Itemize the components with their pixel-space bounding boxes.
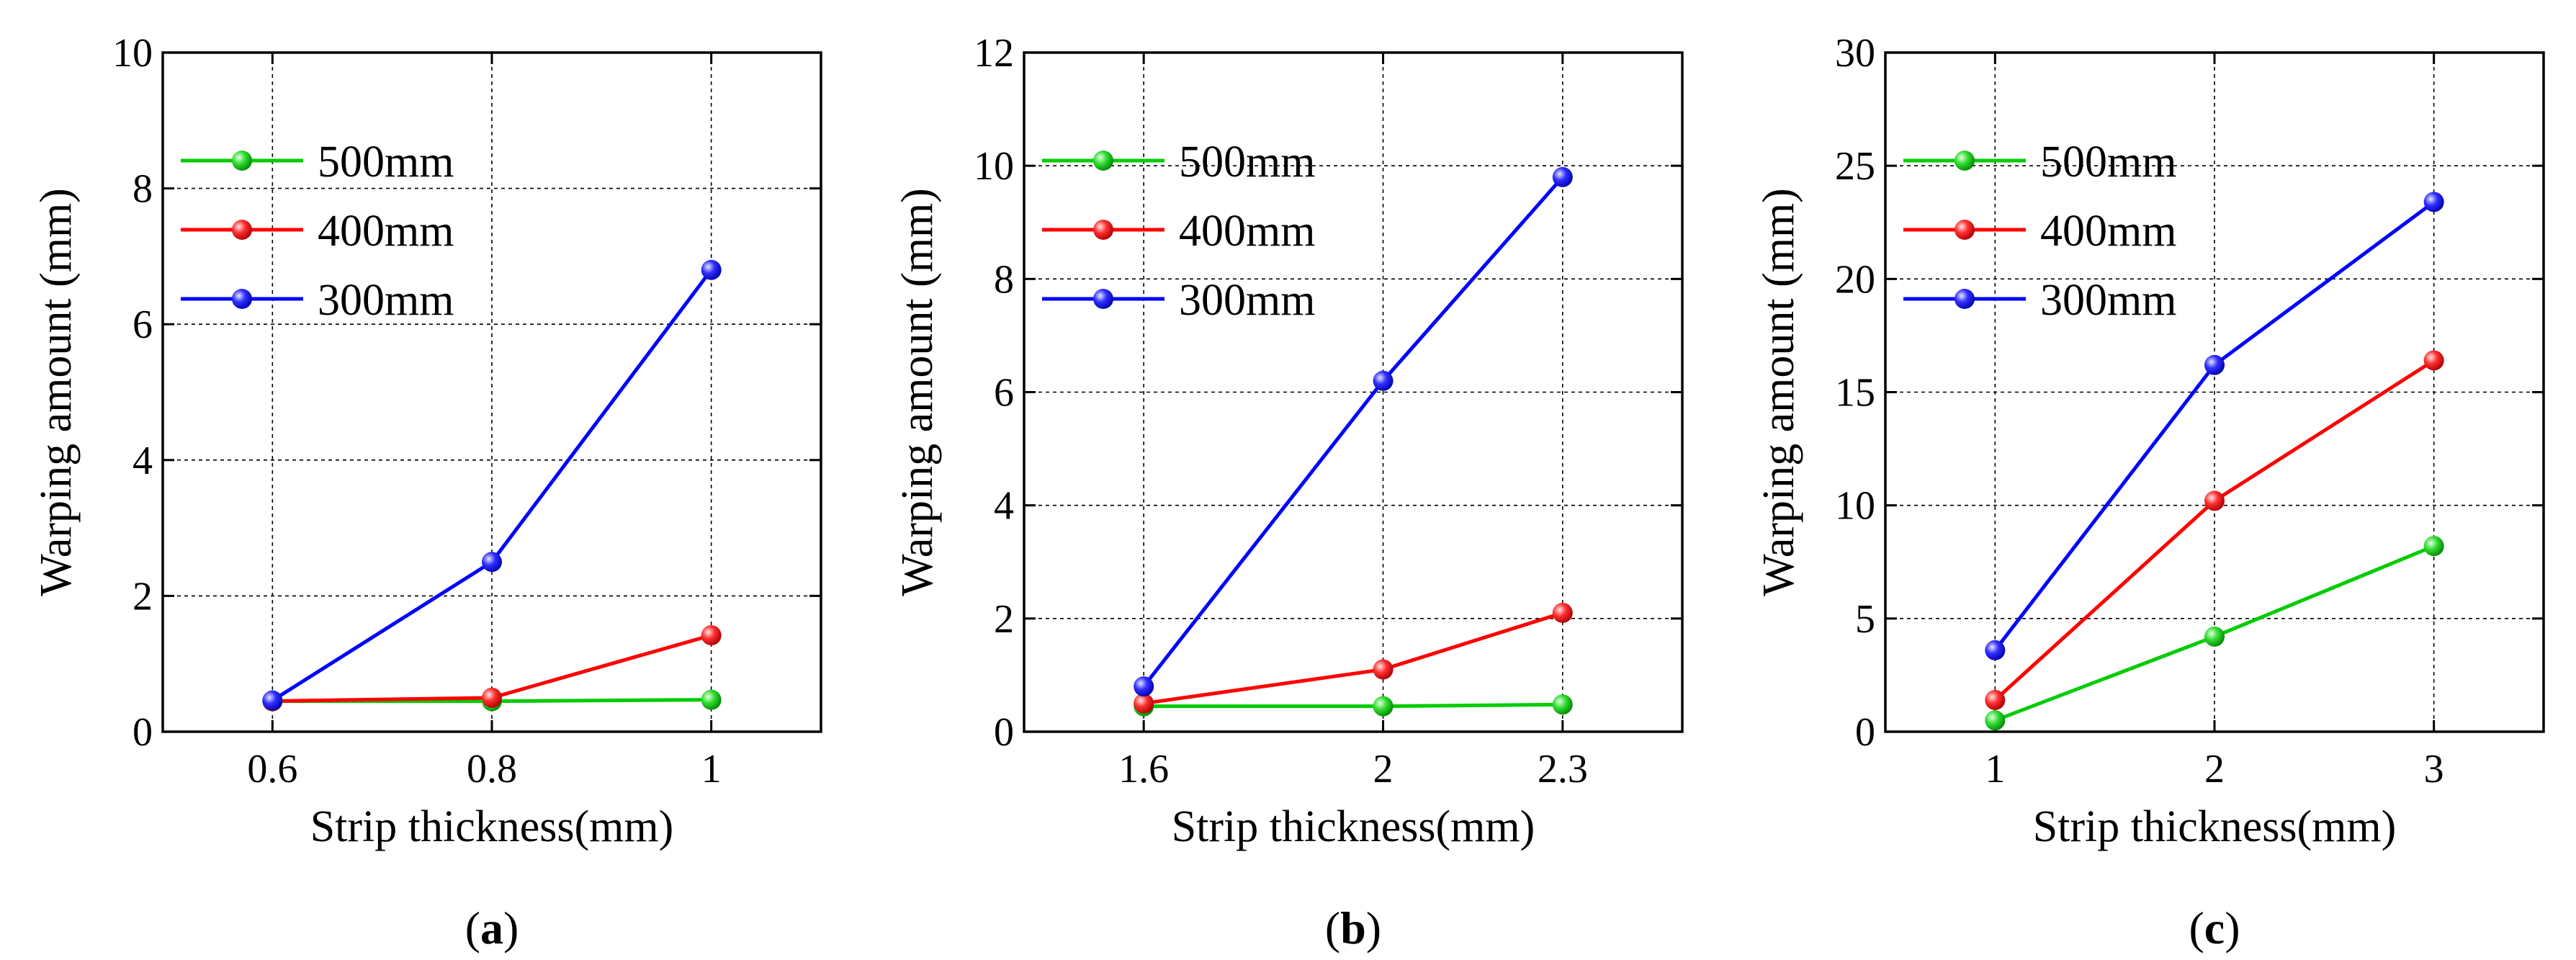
data-point-400mm xyxy=(2423,350,2444,371)
y-tick-label: 8 xyxy=(994,257,1014,302)
x-tick-label: 2 xyxy=(2204,747,2225,791)
legend-label: 400mm xyxy=(1179,207,1315,256)
y-tick-label: 6 xyxy=(133,302,153,347)
y-axis-label: Warping amount (mm) xyxy=(893,188,942,596)
data-point-300mm xyxy=(1985,640,2006,660)
data-point-300mm xyxy=(701,259,722,280)
panel-caption: (a) xyxy=(465,902,519,954)
data-point-500mm xyxy=(1985,710,2006,731)
data-point-500mm xyxy=(1552,694,1573,715)
data-point-400mm xyxy=(2204,490,2225,511)
legend-label: 500mm xyxy=(318,138,454,187)
y-axis-label: Warping amount (mm) xyxy=(1754,188,1803,596)
legend-label: 400mm xyxy=(318,207,454,256)
x-tick-label: 3 xyxy=(2424,747,2444,791)
legend-label: 400mm xyxy=(2040,207,2176,256)
y-tick-label: 2 xyxy=(133,574,153,619)
data-point-300mm xyxy=(1552,166,1573,187)
data-point-300mm xyxy=(1373,370,1394,391)
x-axis-label: Strip thickness(mm) xyxy=(310,802,674,851)
y-tick-label: 10 xyxy=(974,144,1014,189)
y-tick-label: 2 xyxy=(994,597,1014,642)
y-tick-label: 8 xyxy=(133,167,153,212)
data-point-300mm xyxy=(1134,676,1154,697)
data-point-400mm xyxy=(1985,689,2006,710)
legend-marker xyxy=(232,220,252,240)
legend-marker xyxy=(1093,151,1113,171)
x-axis-label: Strip thickness(mm) xyxy=(2033,802,2397,851)
legend-marker xyxy=(232,289,252,309)
y-tick-label: 0 xyxy=(133,710,153,755)
data-point-500mm xyxy=(2204,626,2225,647)
data-point-300mm xyxy=(2423,192,2444,212)
legend-marker xyxy=(1955,151,1975,171)
data-point-400mm xyxy=(701,625,722,646)
y-tick-label: 0 xyxy=(994,710,1014,755)
y-tick-label: 25 xyxy=(1835,144,1875,189)
data-point-400mm xyxy=(1552,602,1573,623)
y-tick-label: 20 xyxy=(1835,257,1875,302)
y-tick-label: 30 xyxy=(1835,31,1875,76)
legend-label: 500mm xyxy=(2040,138,2176,187)
x-tick-label: 0.8 xyxy=(467,747,517,791)
data-point-400mm xyxy=(1373,659,1394,680)
x-tick-label: 2 xyxy=(1373,747,1394,791)
x-tick-label: 1.6 xyxy=(1118,747,1169,791)
y-tick-label: 10 xyxy=(1835,484,1875,529)
y-tick-label: 6 xyxy=(994,371,1014,416)
data-point-400mm xyxy=(482,687,502,708)
legend-marker xyxy=(1093,289,1113,309)
y-tick-label: 4 xyxy=(994,484,1014,529)
chart-panel-a: 0 2 4 6 8 10 0.6 0.8 1 Strip thickness(mm) Warping… xyxy=(32,31,822,954)
x-axis-label: Strip thickness(mm) xyxy=(1172,802,1535,851)
y-tick-label: 0 xyxy=(1855,710,1875,755)
panel-caption: (b) xyxy=(1325,902,1381,954)
series-line-400mm xyxy=(1143,611,1563,706)
x-tick-label: 0.6 xyxy=(247,747,297,791)
panel-caption: (c) xyxy=(2189,902,2240,954)
legend-marker xyxy=(1955,289,1975,309)
y-tick-label: 5 xyxy=(1855,597,1875,642)
x-tick-label: 1 xyxy=(701,747,722,791)
legend-label: 500mm xyxy=(1179,138,1315,187)
data-point-500mm xyxy=(2423,536,2444,557)
x-tick-label: 2.3 xyxy=(1538,747,1588,791)
y-tick-label: 12 xyxy=(974,31,1014,76)
series-line-500mm xyxy=(1144,702,1563,709)
y-tick-label: 15 xyxy=(1835,371,1875,416)
legend-label: 300mm xyxy=(318,276,454,325)
y-axis-label: Warping amount (mm) xyxy=(32,188,81,596)
data-point-300mm xyxy=(262,690,283,711)
data-point-500mm xyxy=(701,689,722,710)
data-point-400mm xyxy=(1134,693,1154,714)
plot-frame xyxy=(1023,51,1684,733)
legend-marker xyxy=(232,151,252,171)
data-point-500mm xyxy=(1373,696,1394,717)
chart-panel-c: 0 5 10 15 20 25 30 1 2 3 Strip thickness(mm) Warpin… xyxy=(1754,31,2545,954)
legend-marker xyxy=(1093,220,1113,240)
x-tick-label: 1 xyxy=(1985,747,2005,791)
y-tick-label: 4 xyxy=(133,439,153,483)
data-point-300mm xyxy=(482,552,502,573)
legend-marker xyxy=(1955,220,1975,240)
legend-label: 300mm xyxy=(1179,276,1315,325)
data-point-300mm xyxy=(2204,354,2225,375)
y-tick-label: 10 xyxy=(112,31,153,76)
legend-label: 300mm xyxy=(2040,276,2176,325)
